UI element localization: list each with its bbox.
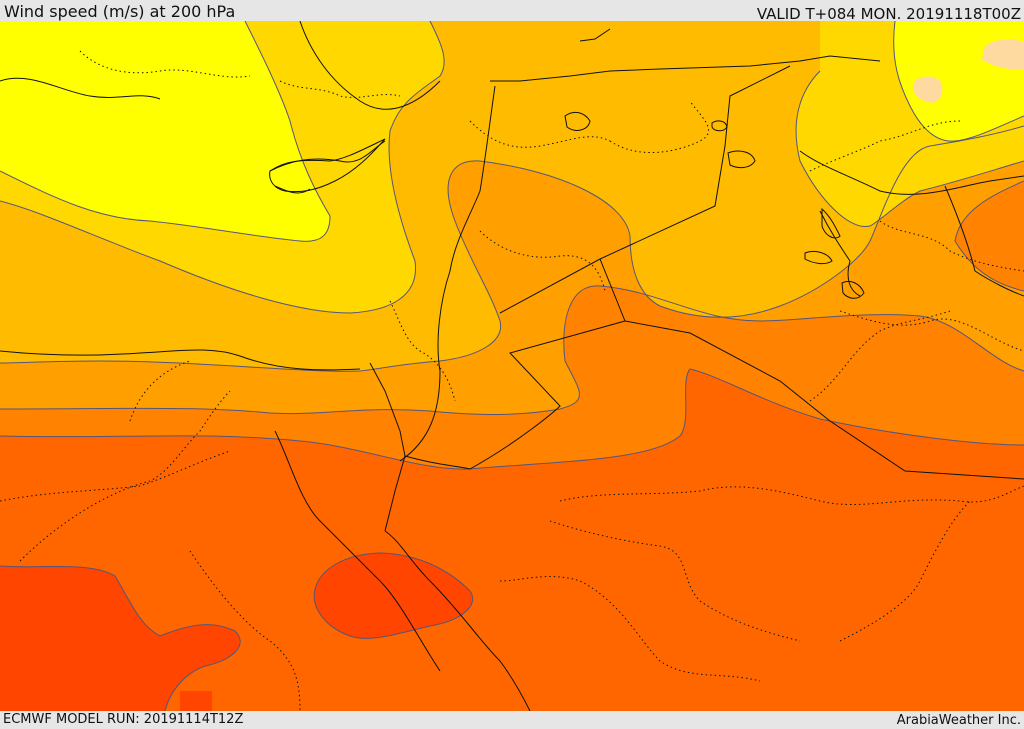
boundary-line	[299, 21, 441, 110]
island-outline	[727, 150, 756, 169]
boundary-line	[0, 349, 361, 371]
contour-line	[0, 285, 1024, 416]
province-boundaries	[0, 50, 1024, 711]
contour-line	[0, 565, 241, 711]
dotted-line	[839, 500, 971, 642]
map-panel	[0, 21, 1024, 711]
island-outline	[711, 120, 728, 132]
model-run-label: ECMWF MODEL RUN: 20191114T12Z	[3, 712, 244, 727]
dotted-line	[559, 485, 1024, 505]
wind-band-lightest	[982, 39, 1024, 70]
dotted-line	[839, 310, 1024, 352]
island-outline	[269, 138, 386, 193]
dotted-line	[0, 450, 231, 502]
contour-line	[0, 21, 445, 314]
contour-line	[893, 21, 1024, 142]
boundary-line	[599, 65, 791, 260]
dotted-line	[469, 120, 611, 148]
wind-band-yellow	[0, 21, 330, 242]
boundary-line	[819, 210, 861, 297]
dotted-line	[879, 220, 1024, 272]
wind-speed-map	[0, 21, 1024, 711]
boundary-line	[490, 55, 881, 82]
dotted-line	[479, 230, 606, 292]
boundary-line	[404, 258, 626, 470]
dotted-line	[189, 550, 301, 711]
dotted-line	[19, 390, 231, 562]
island-outline	[841, 280, 865, 299]
contour-line	[0, 368, 1024, 470]
boundary-line	[944, 185, 1024, 297]
dotted-line	[389, 300, 456, 402]
boundary-line	[579, 28, 611, 42]
map-title: Wind speed (m/s) at 200 hPa	[4, 2, 236, 21]
dotted-line	[279, 80, 401, 98]
wind-band-red-orange-southwest	[0, 566, 241, 711]
boundary-line	[384, 530, 531, 711]
header-bar: Wind speed (m/s) at 200 hPa VALID T+084 …	[0, 0, 1024, 23]
dotted-line	[809, 120, 961, 172]
island-outline	[804, 250, 833, 265]
valid-time: VALID T+084 MON. 20191118T00Z	[756, 5, 1021, 23]
contour-line	[0, 125, 1024, 372]
country-boundaries	[0, 21, 1024, 711]
contour-line	[795, 70, 1024, 228]
boundary-line	[399, 85, 496, 462]
wind-band-lightest-spot	[913, 76, 943, 103]
wind-band-red-orange-patch	[180, 691, 212, 711]
dotted-line	[79, 50, 251, 78]
footer-bar: ECMWF MODEL RUN: 20191114T12Z ArabiaWeat…	[0, 711, 1024, 729]
contour-line	[0, 21, 331, 242]
dotted-line	[809, 310, 951, 402]
contour-line	[313, 552, 473, 639]
credit-label: ArabiaWeather Inc.	[896, 713, 1021, 728]
contour-lines	[0, 21, 1024, 711]
dotted-line	[129, 360, 191, 422]
boundary-line	[624, 320, 1024, 480]
boundary-line	[274, 430, 441, 672]
coastline-details	[269, 111, 865, 299]
island-outline	[564, 111, 591, 131]
boundary-line	[369, 362, 406, 532]
contour-line	[954, 180, 1024, 292]
island-outline	[821, 207, 841, 239]
boundary-line	[0, 77, 161, 100]
wind-band-red-orange	[314, 553, 473, 639]
